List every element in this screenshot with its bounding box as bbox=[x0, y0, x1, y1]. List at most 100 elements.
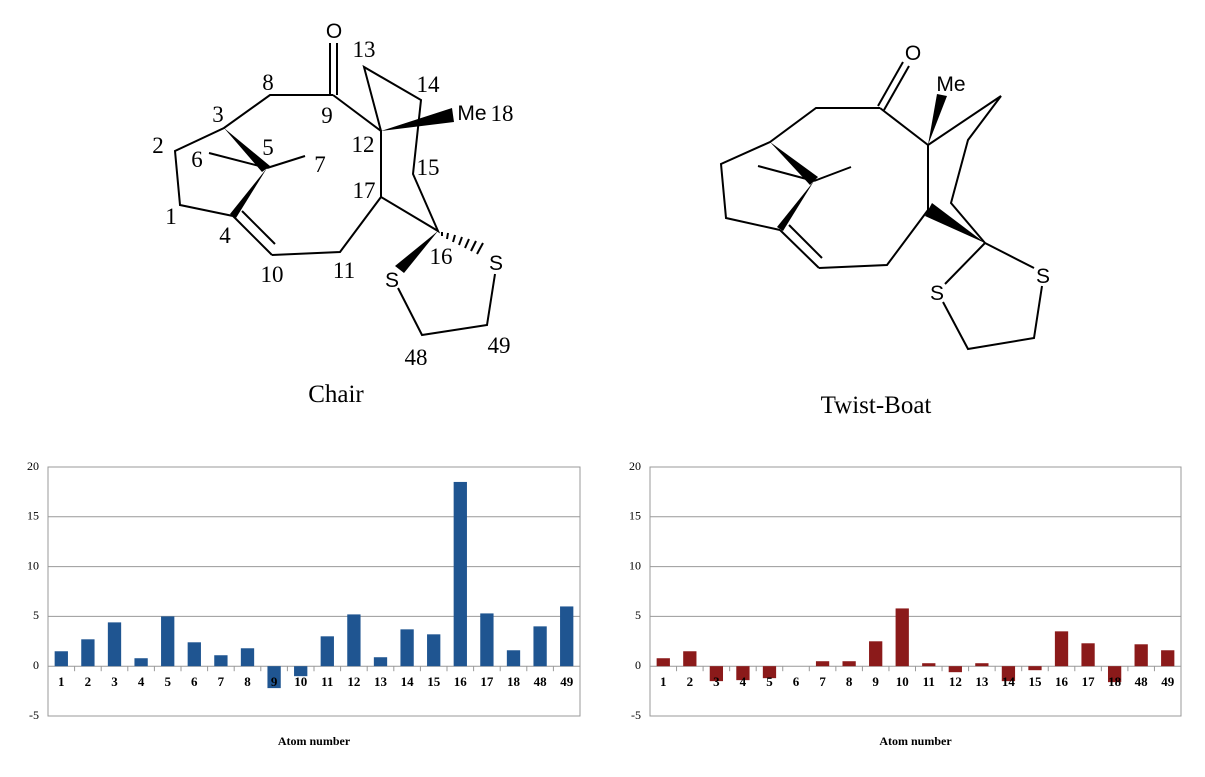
atom-label: S bbox=[1036, 265, 1050, 288]
atom-label: 48 bbox=[405, 345, 428, 370]
plot-frame bbox=[47, 466, 581, 717]
atom-label: S bbox=[930, 282, 944, 305]
x-tick-label: 18 bbox=[507, 674, 521, 689]
bar bbox=[1134, 644, 1148, 667]
y-tick-label: 5 bbox=[635, 608, 641, 622]
atom-label: 2 bbox=[152, 133, 164, 158]
x-tick-label: 49 bbox=[1161, 674, 1175, 689]
twist-boat-structure bbox=[719, 61, 1043, 351]
bar bbox=[347, 614, 361, 667]
atom-label: 14 bbox=[417, 72, 441, 97]
bar bbox=[1001, 666, 1016, 682]
x-tick-label: 9 bbox=[271, 674, 278, 689]
x-tick-label: 8 bbox=[244, 674, 251, 689]
x-tick-label: 17 bbox=[1082, 674, 1096, 689]
bar bbox=[134, 658, 148, 667]
x-tick-label: 12 bbox=[949, 674, 962, 689]
chair-labels: O 13 8 14 3 9 Me 18 2 5 12 6 7 15 17 1 4… bbox=[152, 20, 513, 408]
bar bbox=[267, 666, 281, 689]
bar bbox=[1028, 666, 1042, 671]
atom-label: 8 bbox=[262, 70, 274, 95]
bar bbox=[107, 622, 122, 667]
bar bbox=[453, 481, 467, 667]
x-tick-label: 49 bbox=[560, 674, 574, 689]
x-tick-label: 48 bbox=[1135, 674, 1149, 689]
x-tick-label: 8 bbox=[846, 674, 853, 689]
x-tick-label: 3 bbox=[713, 674, 720, 689]
atom-label: 9 bbox=[321, 103, 333, 128]
x-tick-label: 12 bbox=[347, 674, 360, 689]
x-tick-label: 17 bbox=[480, 674, 494, 689]
x-tick-label: 11 bbox=[923, 674, 935, 689]
bar bbox=[54, 651, 68, 667]
x-tick-label: 2 bbox=[687, 674, 694, 689]
x-axis-label: Atom number bbox=[278, 734, 351, 748]
atom-label: 3 bbox=[212, 102, 224, 127]
x-tick-label: 16 bbox=[454, 674, 468, 689]
atom-label: O bbox=[326, 20, 342, 43]
x-tick-label: 5 bbox=[164, 674, 171, 689]
x-tick-label: 14 bbox=[401, 674, 415, 689]
x-tick-label: 13 bbox=[975, 674, 989, 689]
x-tick-label: 14 bbox=[1002, 674, 1016, 689]
x-tick-label: 10 bbox=[896, 674, 909, 689]
bar bbox=[815, 661, 830, 667]
bar bbox=[480, 613, 494, 667]
atom-label: Me bbox=[936, 73, 965, 96]
y-tick-label: 0 bbox=[33, 658, 39, 672]
bar bbox=[400, 629, 414, 667]
atom-label: Me bbox=[457, 102, 486, 125]
y-tick-label: 5 bbox=[33, 608, 39, 622]
atom-label: 7 bbox=[314, 152, 326, 177]
x-tick-label: 11 bbox=[321, 674, 333, 689]
y-tick-label: 20 bbox=[629, 459, 641, 473]
y-tick-label: -5 bbox=[631, 708, 641, 722]
bar bbox=[1107, 666, 1122, 683]
x-axis-label: Atom number bbox=[879, 734, 952, 748]
y-tick-label: 15 bbox=[27, 509, 39, 523]
chair-structure bbox=[173, 43, 496, 337]
bar bbox=[533, 626, 547, 667]
structure-title: Twist-Boat bbox=[821, 392, 932, 419]
atom-label: 18 bbox=[491, 101, 514, 126]
x-tick-label: 4 bbox=[138, 674, 145, 689]
x-tick-label: 15 bbox=[427, 674, 441, 689]
bar bbox=[736, 666, 750, 681]
bar bbox=[214, 655, 228, 667]
atom-label: 6 bbox=[191, 147, 203, 172]
structure-title: Chair bbox=[308, 381, 364, 408]
bar bbox=[1081, 643, 1095, 667]
atom-label: O bbox=[905, 42, 921, 65]
bar bbox=[709, 666, 724, 682]
bar bbox=[656, 658, 670, 667]
y-tick-label: 10 bbox=[27, 558, 39, 572]
bar bbox=[187, 642, 201, 667]
x-tick-label: 15 bbox=[1028, 674, 1042, 689]
y-tick-label: 0 bbox=[635, 658, 641, 672]
x-tick-label: 5 bbox=[766, 674, 773, 689]
bar bbox=[948, 666, 962, 673]
bar bbox=[895, 608, 909, 667]
x-tick-label: 48 bbox=[534, 674, 548, 689]
x-tick-label: 7 bbox=[819, 674, 826, 689]
atom-label: 4 bbox=[219, 223, 231, 248]
atom-label: 49 bbox=[488, 333, 511, 358]
x-tick-label: 1 bbox=[58, 674, 65, 689]
y-tick-label: 10 bbox=[629, 558, 641, 572]
x-tick-label: 1 bbox=[660, 674, 667, 689]
y-tick-label: -5 bbox=[29, 708, 39, 722]
atom-label: 1 bbox=[165, 204, 177, 229]
x-tick-label: 13 bbox=[374, 674, 388, 689]
bar bbox=[1054, 631, 1069, 667]
twist-boat-labels: O Me S S Twist-Boat bbox=[821, 42, 1050, 419]
bar bbox=[1161, 650, 1175, 667]
x-tick-label: 4 bbox=[740, 674, 747, 689]
atom-label: 16 bbox=[430, 244, 453, 269]
bar bbox=[762, 666, 777, 679]
bar bbox=[161, 616, 175, 667]
bar bbox=[975, 663, 989, 667]
atom-label: 5 bbox=[262, 135, 274, 160]
bar bbox=[842, 661, 856, 667]
atom-label: 11 bbox=[333, 258, 355, 283]
bar bbox=[560, 606, 574, 667]
